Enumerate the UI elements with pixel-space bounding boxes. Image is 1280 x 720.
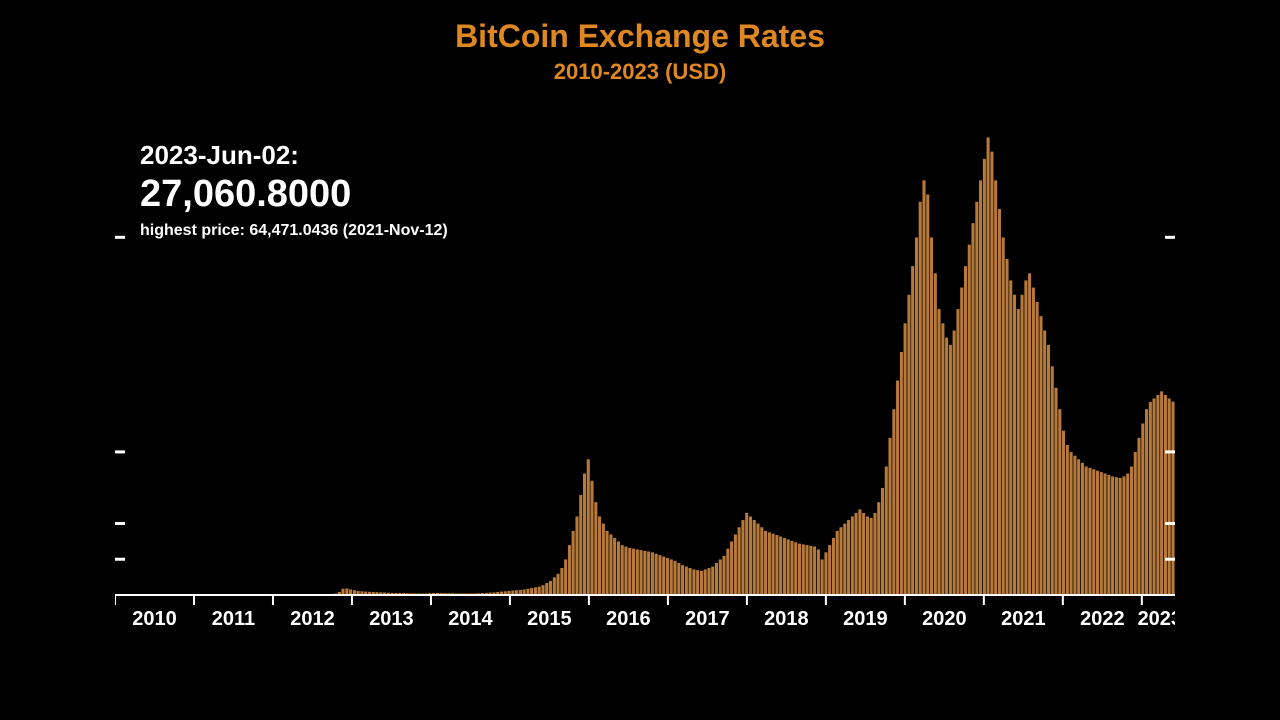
svg-text:2021: 2021 <box>1001 608 1045 630</box>
svg-text:2016: 2016 <box>606 608 651 630</box>
svg-text:2023: 2023 <box>1138 608 1175 630</box>
svg-text:2014: 2014 <box>448 608 493 630</box>
bars-group <box>251 137 1175 595</box>
bar-chart: 5000500010000100002000020000500005000020… <box>115 120 1175 640</box>
chart-subtitle: 2010-2023 (USD) <box>0 55 1280 85</box>
svg-text:2011: 2011 <box>212 608 255 630</box>
svg-text:2019: 2019 <box>843 608 888 630</box>
svg-text:2022: 2022 <box>1080 608 1125 630</box>
chart-area: 5000500010000100002000020000500005000020… <box>115 120 1175 640</box>
svg-text:2013: 2013 <box>369 608 414 630</box>
svg-text:2010: 2010 <box>132 608 177 630</box>
svg-text:2012: 2012 <box>290 608 335 630</box>
svg-text:2015: 2015 <box>527 608 572 630</box>
chart-title: BitCoin Exchange Rates <box>0 0 1280 55</box>
svg-text:2018: 2018 <box>764 608 809 630</box>
svg-text:2017: 2017 <box>685 608 730 630</box>
svg-text:2020: 2020 <box>922 608 967 630</box>
